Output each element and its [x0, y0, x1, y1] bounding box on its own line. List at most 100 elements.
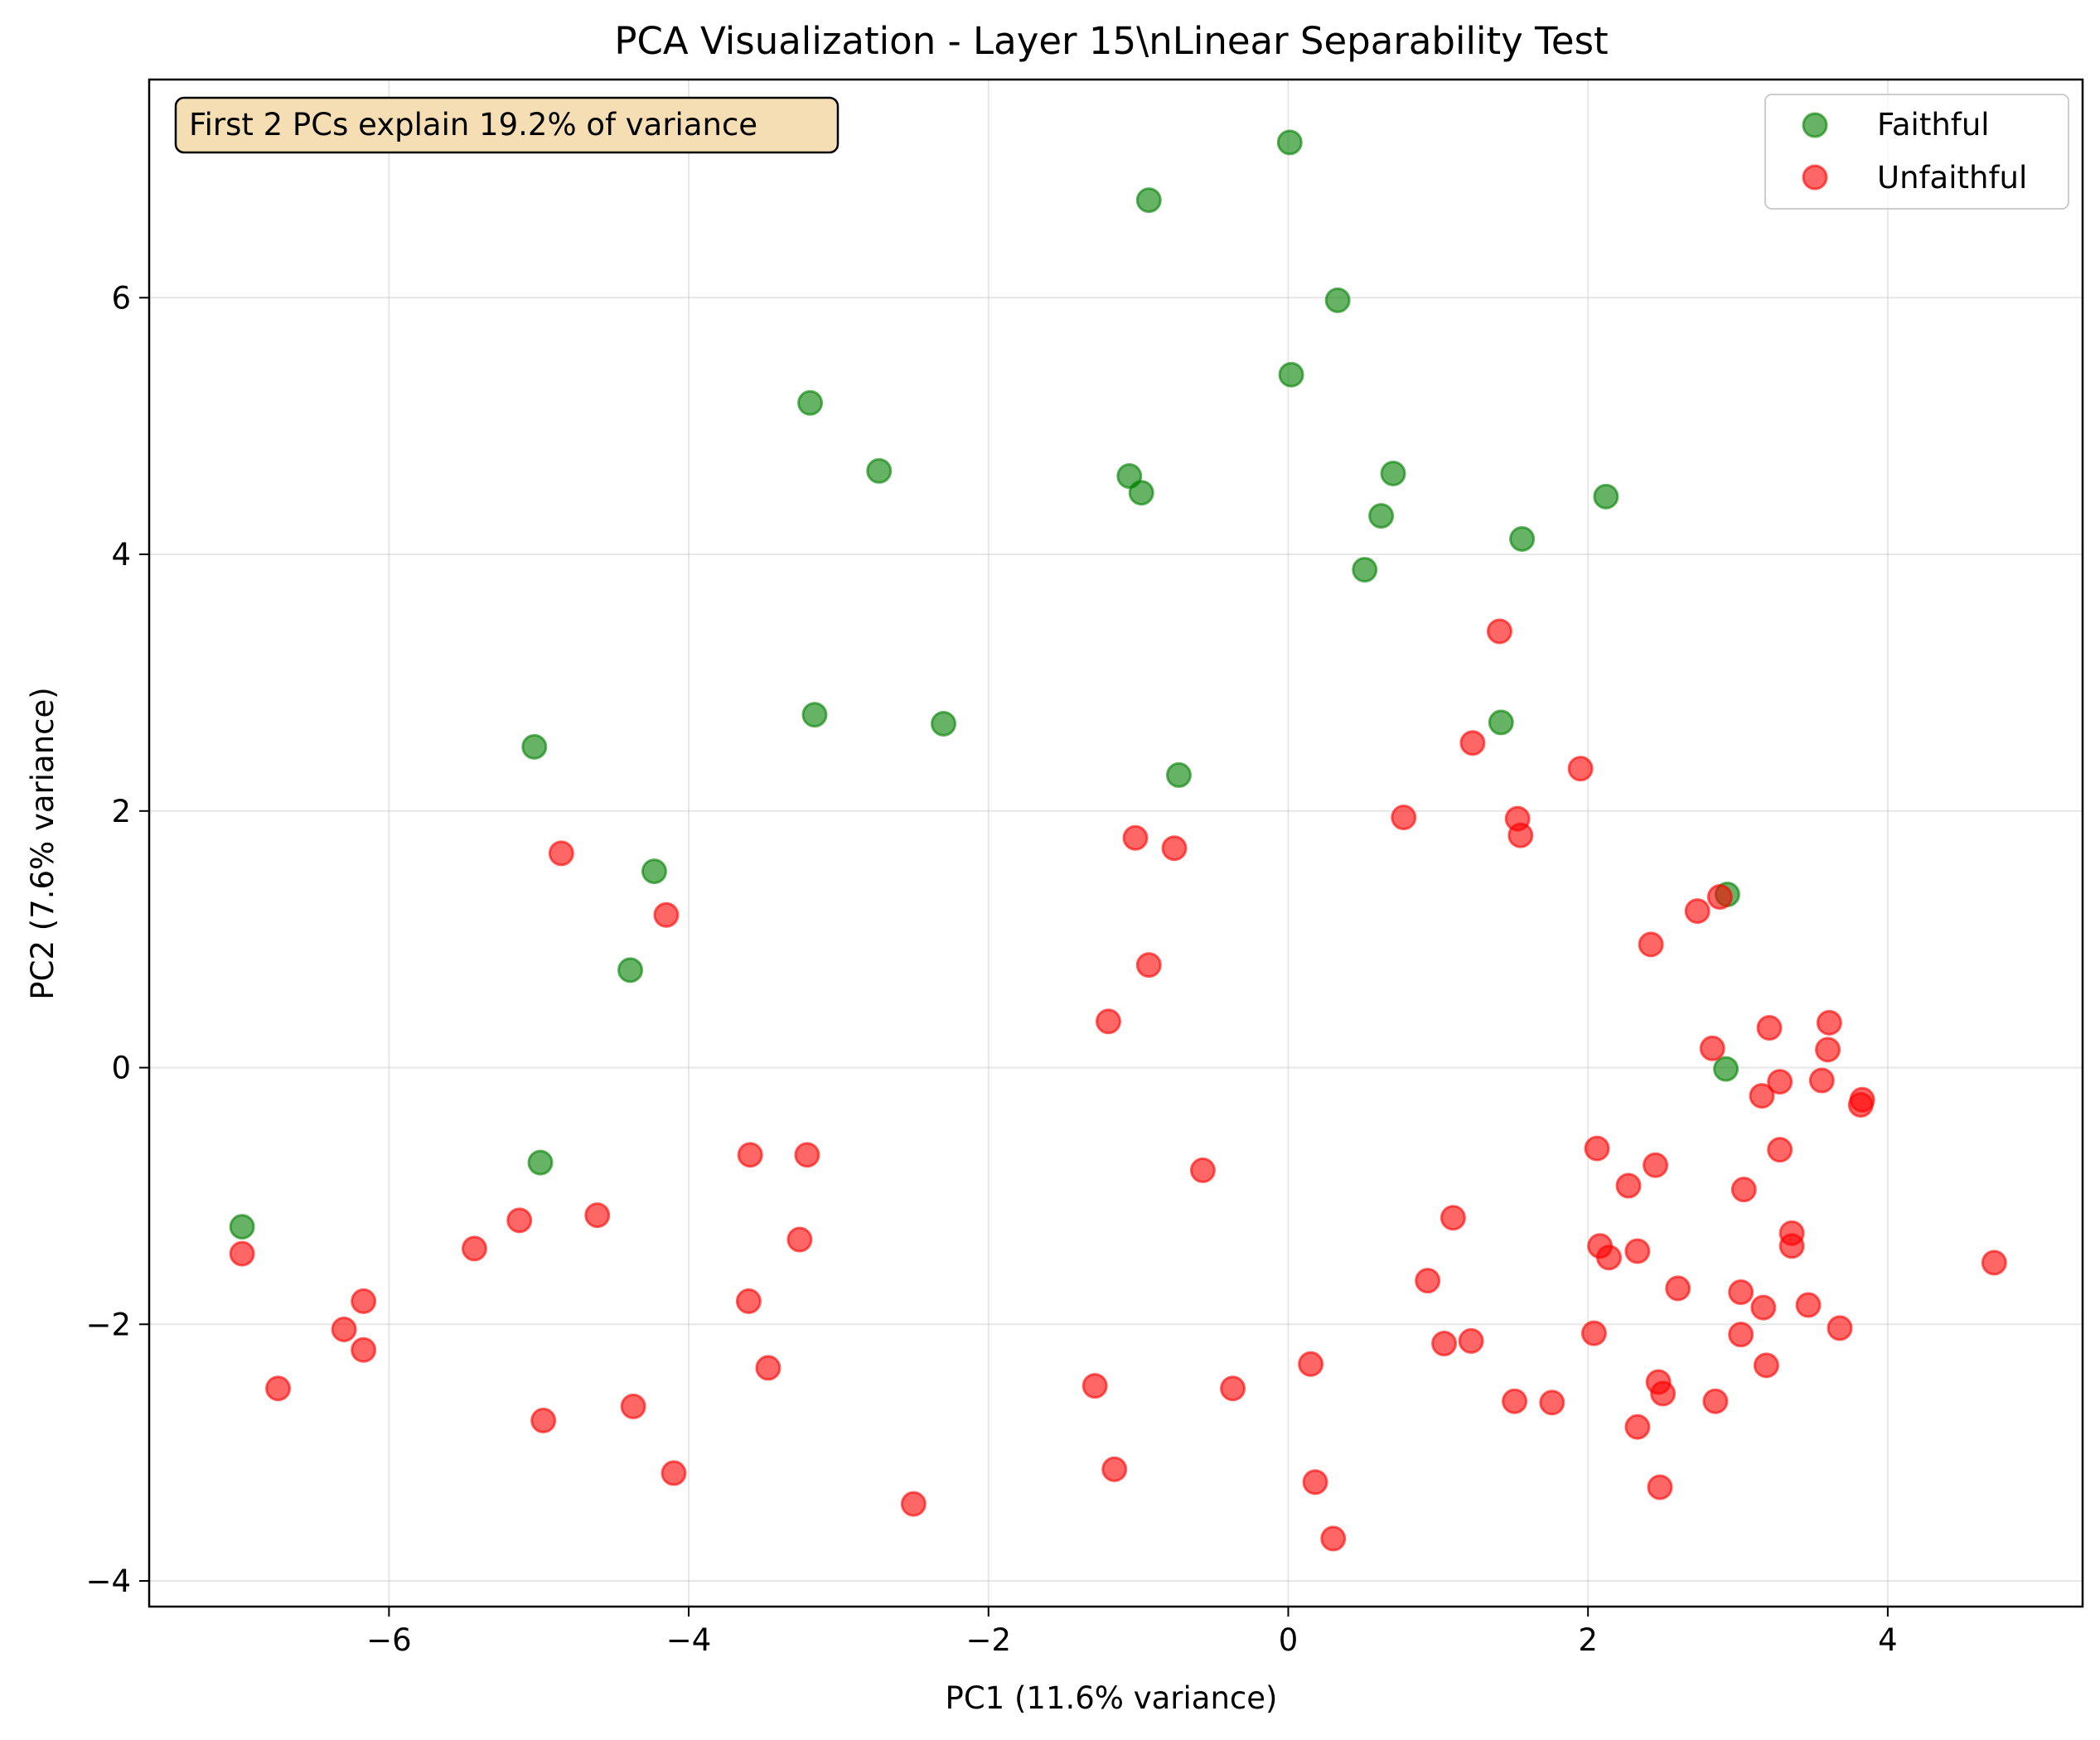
x-axis-label: PC1 (11.6% variance) [946, 1680, 1278, 1716]
data-point-unfaithful [351, 1336, 377, 1363]
data-point-unfaithful [737, 1142, 763, 1168]
data-point-unfaithful [1486, 618, 1512, 645]
data-point-unfaithful [584, 1202, 611, 1229]
data-point-unfaithful [1095, 1008, 1121, 1035]
y-tick-label: 2 [111, 794, 131, 829]
data-point-unfaithful [1778, 1233, 1805, 1259]
data-point-faithful [1128, 480, 1154, 506]
data-point-faithful [527, 1149, 554, 1176]
data-point-unfaithful [1596, 1245, 1623, 1271]
data-point-unfaithful [461, 1235, 487, 1262]
data-point-unfaithful [1699, 1035, 1725, 1061]
legend-frame [1764, 94, 2069, 210]
data-point-faithful [1352, 557, 1378, 583]
data-point-unfaithful [900, 1491, 927, 1517]
x-tick-label: 4 [1878, 1622, 1898, 1658]
x-tick-label: −4 [666, 1622, 712, 1658]
data-point-unfaithful [351, 1288, 377, 1314]
data-point-faithful [1593, 483, 1619, 510]
data-point-faithful [1488, 709, 1514, 736]
data-point-unfaithful [265, 1375, 292, 1402]
data-point-unfaithful [1730, 1177, 1757, 1203]
data-point-unfaithful [1808, 1067, 1835, 1094]
axis-ticks: −6 −4 −2 0 2 4 −4 −2 0 2 4 6 [85, 280, 1897, 1658]
data-point-unfaithful [620, 1393, 646, 1419]
data-point-faithful [797, 389, 824, 416]
data-point-unfaithful [506, 1207, 533, 1234]
data-point-faithful [1278, 361, 1304, 388]
data-point-faithful [1165, 761, 1192, 788]
data-point-unfaithful [794, 1142, 820, 1168]
x-tick-label: −6 [366, 1622, 412, 1658]
data-point-faithful [521, 733, 548, 760]
data-point-faithful [1368, 503, 1395, 529]
data-point-unfaithful [1440, 1205, 1466, 1231]
series-faithful [229, 129, 1740, 1240]
data-point-unfaithful [1539, 1390, 1565, 1416]
data-point-unfaithful [1816, 1009, 1842, 1036]
plot-area [149, 80, 2083, 1607]
y-tick-label: 0 [111, 1051, 131, 1086]
data-point-faithful [1713, 1056, 1740, 1082]
y-tick-label: −2 [85, 1307, 131, 1342]
data-point-unfaithful [1815, 1037, 1841, 1063]
data-point-unfaithful [1665, 1275, 1691, 1302]
data-point-unfaithful [1615, 1172, 1642, 1199]
data-point-unfaithful [786, 1226, 813, 1253]
data-point-unfaithful [1584, 1135, 1610, 1162]
data-point-unfaithful [1767, 1069, 1793, 1095]
data-point-unfaithful [1458, 1327, 1484, 1354]
data-point-unfaithful [1502, 1388, 1528, 1414]
legend-marker-faithful [1802, 112, 1828, 138]
legend-marker-unfaithful [1802, 164, 1828, 191]
data-point-unfaithful [548, 840, 574, 867]
data-point-unfaithful [1650, 1380, 1677, 1407]
plot-frame [148, 78, 2084, 1608]
data-point-unfaithful [229, 1240, 255, 1267]
data-point-unfaithful [1122, 824, 1149, 851]
data-point-unfaithful [1847, 1091, 1874, 1118]
annotation-box [174, 96, 840, 154]
data-point-unfaithful [331, 1316, 357, 1342]
data-point-unfaithful [1795, 1292, 1822, 1318]
data-point-unfaithful [1638, 931, 1664, 958]
data-point-unfaithful [1320, 1525, 1347, 1552]
y-axis-label: PC2 (7.6% variance) [25, 687, 60, 999]
y-tick-label: 4 [111, 537, 131, 573]
data-point-unfaithful [653, 901, 680, 928]
data-point-unfaithful [1101, 1456, 1128, 1482]
series-unfaithful [229, 618, 2007, 1552]
data-point-unfaithful [1580, 1320, 1607, 1346]
data-point-unfaithful [1643, 1152, 1669, 1178]
data-point-unfaithful [1728, 1322, 1754, 1348]
data-point-faithful [931, 710, 957, 737]
data-point-unfaithful [1647, 1474, 1673, 1501]
data-point-unfaithful [1624, 1414, 1651, 1440]
legend-label-unfaithful: Unfaithful [1877, 160, 2027, 196]
annotation-text: First 2 PCs explain 19.2% of variance [189, 107, 757, 143]
y-tick-label: 6 [111, 280, 131, 316]
data-point-unfaithful [1567, 756, 1594, 782]
data-point-faithful [617, 957, 644, 984]
data-point-unfaithful [1415, 1268, 1441, 1294]
scatter-points [229, 129, 2007, 1552]
data-point-unfaithful [1135, 952, 1162, 979]
data-point-unfaithful [1459, 730, 1486, 756]
data-point-unfaithful [660, 1460, 687, 1486]
data-point-unfaithful [1827, 1315, 1853, 1341]
data-point-unfaithful [1161, 835, 1188, 862]
data-point-faithful [641, 858, 667, 885]
data-point-unfaithful [1702, 1388, 1729, 1414]
legend: Faithful Unfaithful [1764, 94, 2069, 210]
data-point-unfaithful [1981, 1249, 2007, 1276]
data-point-faithful [229, 1214, 255, 1240]
variance-annotation: First 2 PCs explain 19.2% of variance [174, 96, 840, 154]
data-point-unfaithful [1753, 1352, 1779, 1379]
data-point-unfaithful [1728, 1279, 1754, 1306]
data-point-faithful [801, 702, 828, 728]
data-point-unfaithful [1189, 1157, 1216, 1183]
data-point-unfaithful [1624, 1238, 1651, 1264]
data-point-unfaithful [1706, 884, 1733, 911]
grid [149, 80, 2083, 1607]
